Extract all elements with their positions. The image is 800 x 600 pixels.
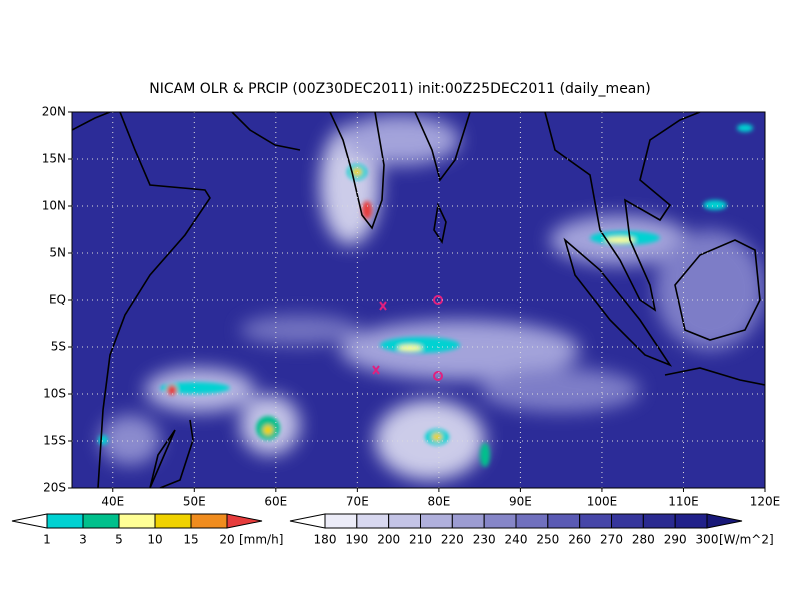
colorbar-box	[674, 513, 708, 529]
lat-tick-label: 15N	[42, 152, 66, 166]
lat-tick-label: 10N	[42, 199, 66, 213]
colorbar-label: 230	[473, 533, 496, 547]
colorbar-label: 190	[345, 533, 368, 547]
lat-tick-label: 5S	[51, 340, 66, 354]
colorbar-box	[579, 513, 613, 529]
lat-tick-label: 20S	[43, 481, 66, 495]
colorbar-arrow	[289, 513, 326, 529]
lat-tick-label: 15S	[43, 434, 66, 448]
colorbars: 1 3 5 10 15 20 [mm/h] 180 190 200 210 220 230 240 250 2…	[11, 513, 774, 547]
colorbar-box	[611, 513, 644, 529]
colorbar-label: 210	[409, 533, 432, 547]
lon-tick-label: 50E	[183, 495, 206, 509]
map-title: NICAM OLR & PRCIP (00Z30DEC2011) init:00…	[149, 81, 650, 97]
lat-tick-label: 10S	[43, 387, 66, 401]
colorbar-box	[547, 513, 581, 529]
lon-tick-label: 120E	[750, 495, 781, 509]
colorbar-label: 240	[505, 533, 528, 547]
colorbar-unit: [mm/h]	[239, 533, 283, 547]
colorbar-label: 270	[600, 533, 623, 547]
colorbar-label: 290	[664, 533, 687, 547]
colorbar-box	[388, 513, 421, 529]
map	[72, 112, 765, 488]
colorbar-label: 250	[536, 533, 559, 547]
lon-tick-label: 80E	[427, 495, 450, 509]
colorbar-label: 300	[696, 533, 719, 547]
colorbar-label: 200	[377, 533, 400, 547]
lon-tick-label: 100E	[587, 495, 618, 509]
colorbar-label: 5	[115, 533, 123, 547]
colorbar-box	[324, 513, 358, 529]
colorbar-label: 260	[568, 533, 591, 547]
coastlines	[72, 112, 765, 488]
colorbar-label: 3	[79, 533, 87, 547]
colorbar-label: 280	[632, 533, 655, 547]
colorbar-arrow	[706, 513, 743, 529]
colorbar-box	[356, 513, 390, 529]
colorbar-arrow	[226, 513, 263, 529]
colorbar-label: 1	[43, 533, 51, 547]
lat-tick-label: 20N	[42, 105, 66, 119]
lon-tick-label: 90E	[509, 495, 532, 509]
colorbar-arrow	[11, 513, 48, 529]
colorbar-box	[451, 513, 485, 529]
colorbar-box	[642, 513, 676, 529]
colorbar-box	[515, 513, 549, 529]
colorbar-box	[118, 513, 156, 529]
lon-tick-label: 70E	[346, 495, 369, 509]
colorbar-label: 10	[147, 533, 162, 547]
colorbar-label: 180	[314, 533, 337, 547]
colorbar-label: 20	[219, 533, 234, 547]
lon-tick-label: 40E	[101, 495, 124, 509]
colorbar-box	[154, 513, 192, 529]
colorbar-box	[483, 513, 517, 529]
colorbar-box	[190, 513, 228, 529]
lat-tick-label: 5N	[49, 246, 66, 260]
colorbar-unit: [W/m^2]	[719, 533, 774, 547]
lon-tick-label: 60E	[264, 495, 287, 509]
axes: 40E 50E 60E 70E 80E 90E 100E 110E 120E 20N 15N 10N 5…	[42, 105, 781, 509]
lon-tick-label: 110E	[668, 495, 699, 509]
colorbar-box	[82, 513, 120, 529]
graticule	[72, 112, 765, 488]
colorbar-label: 15	[183, 533, 198, 547]
colorbar-box	[420, 513, 453, 529]
colorbar-label: 220	[441, 533, 464, 547]
colorbar-box	[46, 513, 84, 529]
lat-tick-label: EQ	[49, 293, 66, 307]
